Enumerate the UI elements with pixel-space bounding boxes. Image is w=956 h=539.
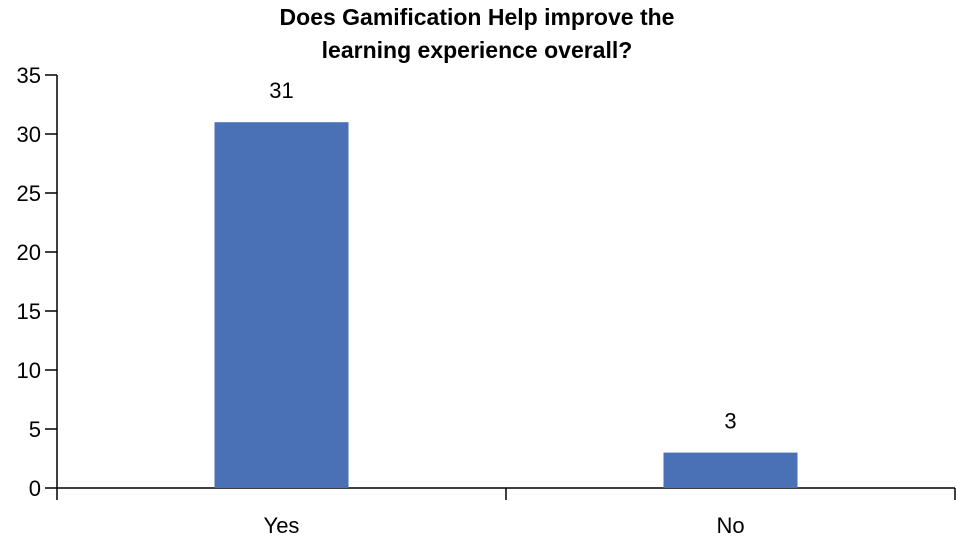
y-tick-label: 25 [17,181,41,206]
x-tick-label: No [716,513,744,538]
chart-title-line-1: Does Gamification Help improve the [280,4,675,30]
bar-no [663,452,798,488]
x-tick-label: Yes [264,513,300,538]
y-tick-label: 30 [17,122,41,147]
data-label: 3 [724,409,736,434]
y-tick-label: 15 [17,299,41,324]
data-label: 31 [269,78,293,103]
y-tick-label: 10 [17,358,41,383]
y-tick-label: 35 [17,63,41,88]
y-tick-label: 20 [17,240,41,265]
y-tick-label: 0 [29,476,41,501]
chart-title-line-2: learning experience overall? [322,37,633,63]
bar-yes [214,122,349,488]
y-tick-label: 5 [29,417,41,442]
